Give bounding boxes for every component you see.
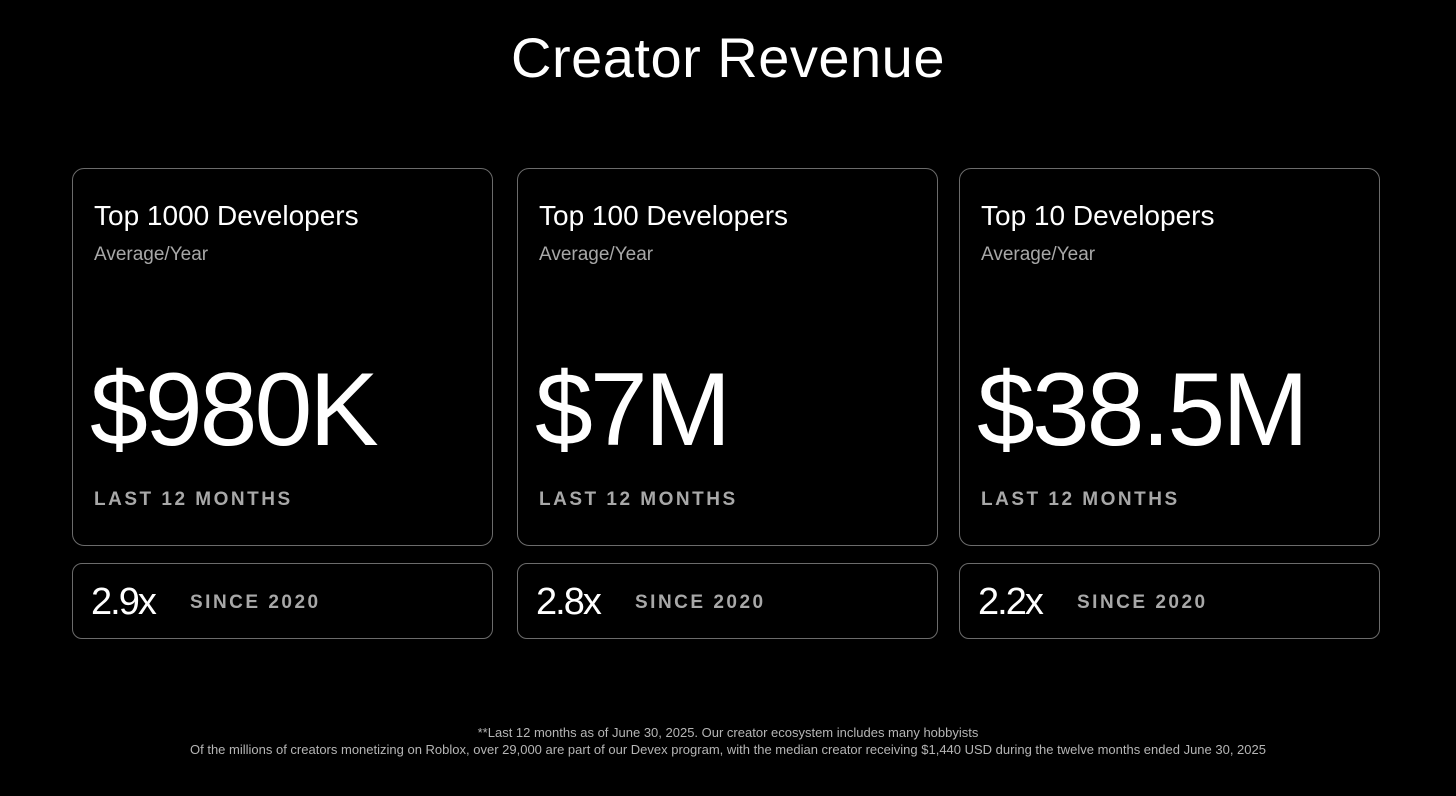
revenue-value: $980K — [90, 352, 379, 468]
growth-box-top-10: 2.2x SINCE 2020 — [959, 563, 1380, 639]
period-label: LAST 12 MONTHS — [981, 489, 1180, 510]
card-subtitle: Average/Year — [94, 244, 209, 265]
footnote-line-2: Of the millions of creators monetizing o… — [190, 742, 1266, 757]
growth-label: SINCE 2020 — [190, 592, 321, 613]
card-subtitle: Average/Year — [981, 244, 1096, 265]
card-title: Top 1000 Developers — [94, 200, 359, 231]
card-title: Top 10 Developers — [981, 200, 1215, 231]
card-title: Top 100 Developers — [539, 200, 789, 231]
revenue-card-top-10: Top 10 Developers Average/Year $38.5M LA… — [959, 168, 1380, 546]
growth-label: SINCE 2020 — [1077, 592, 1208, 613]
revenue-value: $7M — [535, 352, 731, 468]
revenue-card-top-100: Top 100 Developers Average/Year $7M LAST… — [517, 168, 938, 546]
growth-multiplier: 2.2x — [978, 581, 1044, 623]
growth-box-top-1000: 2.9x SINCE 2020 — [72, 563, 493, 639]
growth-box-top-100: 2.8x SINCE 2020 — [517, 563, 938, 639]
revenue-value: $38.5M — [977, 352, 1309, 468]
growth-label: SINCE 2020 — [635, 592, 766, 613]
period-label: LAST 12 MONTHS — [539, 489, 738, 510]
period-label: LAST 12 MONTHS — [94, 489, 293, 510]
revenue-card-top-1000: Top 1000 Developers Average/Year $980K L… — [72, 168, 493, 546]
growth-multiplier: 2.8x — [536, 581, 602, 623]
footnote-line-1: **Last 12 months as of June 30, 2025. Ou… — [477, 725, 979, 740]
card-subtitle: Average/Year — [539, 244, 654, 265]
page-title: Creator Revenue — [511, 26, 945, 89]
growth-multiplier: 2.9x — [91, 581, 157, 623]
